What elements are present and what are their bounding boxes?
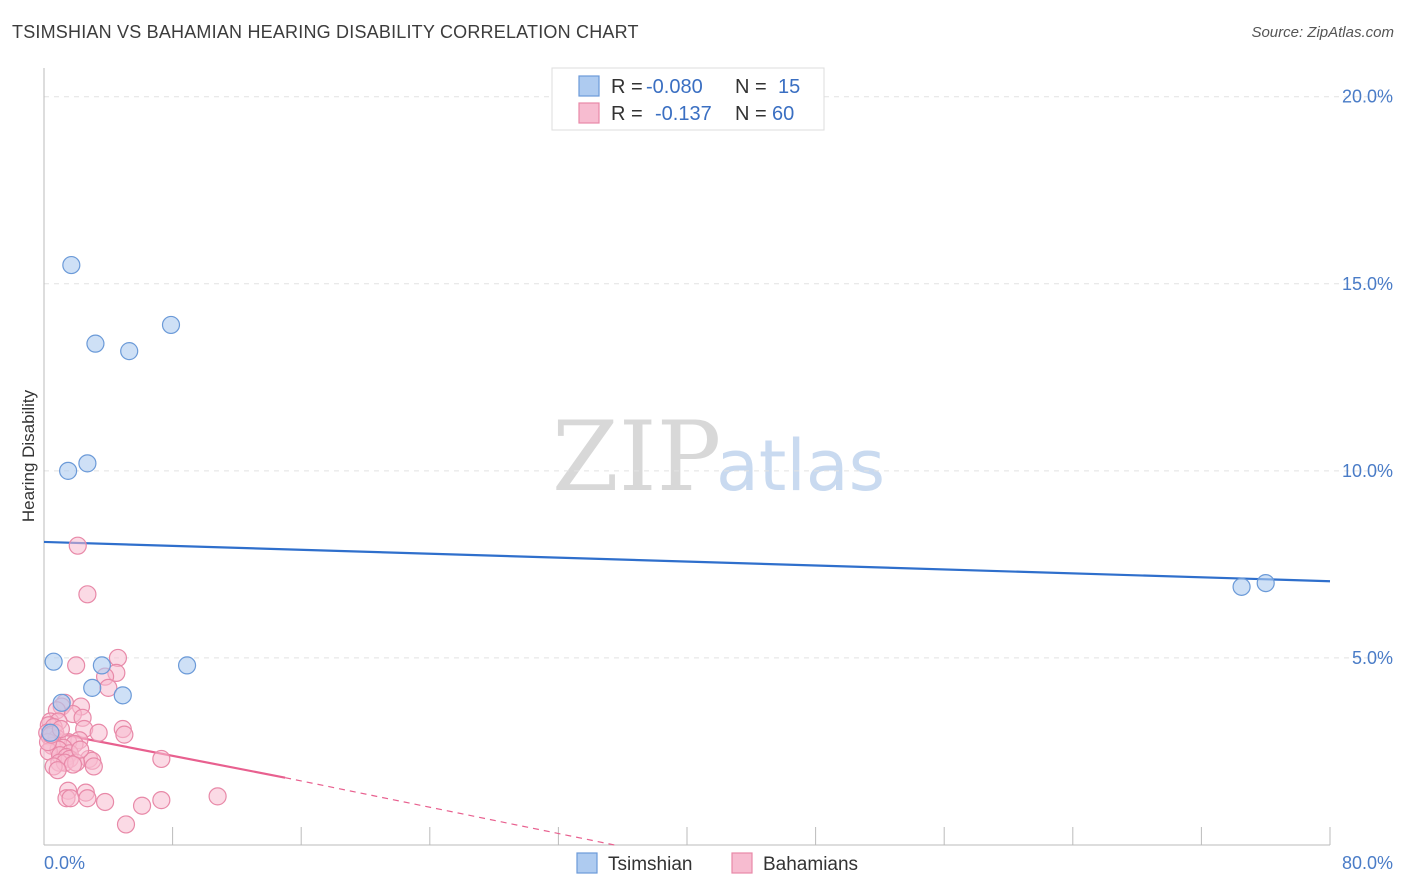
point-tsimshian	[59, 461, 78, 480]
watermark-atlas: atlas	[716, 425, 885, 507]
point-tsimshian	[86, 334, 105, 353]
bottom-legend: Tsimshian Bahamians	[576, 852, 858, 875]
y-tick-label: 5.0%	[1352, 648, 1393, 668]
legend-swatch-tsimshian	[578, 75, 600, 97]
trend-line-bahamians-extension	[285, 777, 615, 846]
point-tsimshian	[1256, 573, 1275, 593]
point-bahamians	[78, 789, 97, 808]
point-bahamians	[132, 796, 152, 815]
point-tsimshian	[83, 678, 102, 697]
point-bahamians	[152, 749, 171, 769]
x-tick-label: 0.0%	[44, 853, 85, 873]
point-tsimshian	[52, 693, 71, 712]
point-tsimshian	[62, 255, 81, 275]
point-tsimshian	[161, 315, 181, 335]
bottom-legend-swatch-tsimshian	[576, 852, 598, 874]
point-tsimshian	[78, 454, 97, 473]
trend-line-tsimshian	[43, 540, 1331, 583]
point-bahamians	[67, 656, 86, 675]
axes: 0.0% 80.0%	[43, 68, 1393, 873]
point-tsimshian	[120, 342, 139, 361]
chart-title: TSIMSHIAN VS BAHAMIAN HEARING DISABILITY…	[12, 22, 639, 42]
point-bahamians	[63, 755, 83, 774]
watermark-zip: ZIP	[552, 401, 721, 513]
legend: R = -0.080 N = 15 R = -0.137 N = 60	[551, 67, 825, 131]
point-tsimshian	[1232, 577, 1251, 596]
legend-n-label-1: N =	[735, 76, 767, 98]
legend-n-value-1: 15	[778, 76, 800, 98]
point-tsimshian	[92, 656, 111, 675]
bottom-legend-swatch-bahamians	[731, 852, 753, 874]
legend-r-value-1: -0.080	[646, 76, 703, 98]
point-tsimshian	[44, 652, 63, 671]
y-tick-label: 20.0%	[1342, 87, 1393, 107]
point-tsimshian	[113, 686, 132, 705]
grid-lines: 5.0% 10.0% 15.0% 20.0%	[44, 87, 1393, 668]
bottom-legend-label-tsimshian: Tsimshian	[608, 854, 692, 875]
point-bahamians	[116, 815, 136, 834]
y-axis-label: Hearing Disability	[19, 389, 38, 522]
point-bahamians	[68, 536, 87, 555]
bottom-legend-label-bahamians: Bahamians	[763, 854, 858, 875]
legend-r-value-2: -0.137	[655, 103, 712, 125]
trend-lines	[43, 540, 1331, 846]
point-bahamians	[71, 740, 90, 759]
legend-r-label-1: R =	[611, 76, 643, 98]
legend-swatch-bahamians	[578, 102, 600, 124]
legend-n-label-2: N =	[735, 103, 767, 125]
point-bahamians	[95, 792, 115, 812]
point-tsimshian	[177, 656, 197, 675]
point-bahamians	[61, 789, 80, 808]
x-tick-label: 80.0%	[1342, 853, 1393, 873]
legend-n-value-2: 60	[772, 103, 794, 125]
point-bahamians	[152, 791, 171, 810]
point-bahamians	[108, 648, 128, 668]
point-bahamians	[115, 725, 134, 744]
chart-source: Source: ZipAtlas.com	[1251, 24, 1394, 41]
legend-r-label-2: R =	[611, 103, 643, 125]
point-bahamians	[48, 761, 67, 780]
point-bahamians	[78, 585, 97, 604]
point-bahamians	[89, 723, 108, 742]
data-points	[38, 255, 1275, 834]
point-bahamians	[208, 787, 227, 806]
point-bahamians	[84, 757, 103, 776]
y-tick-label: 10.0%	[1342, 461, 1393, 481]
y-tick-label: 15.0%	[1342, 274, 1393, 294]
point-tsimshian	[41, 723, 60, 742]
